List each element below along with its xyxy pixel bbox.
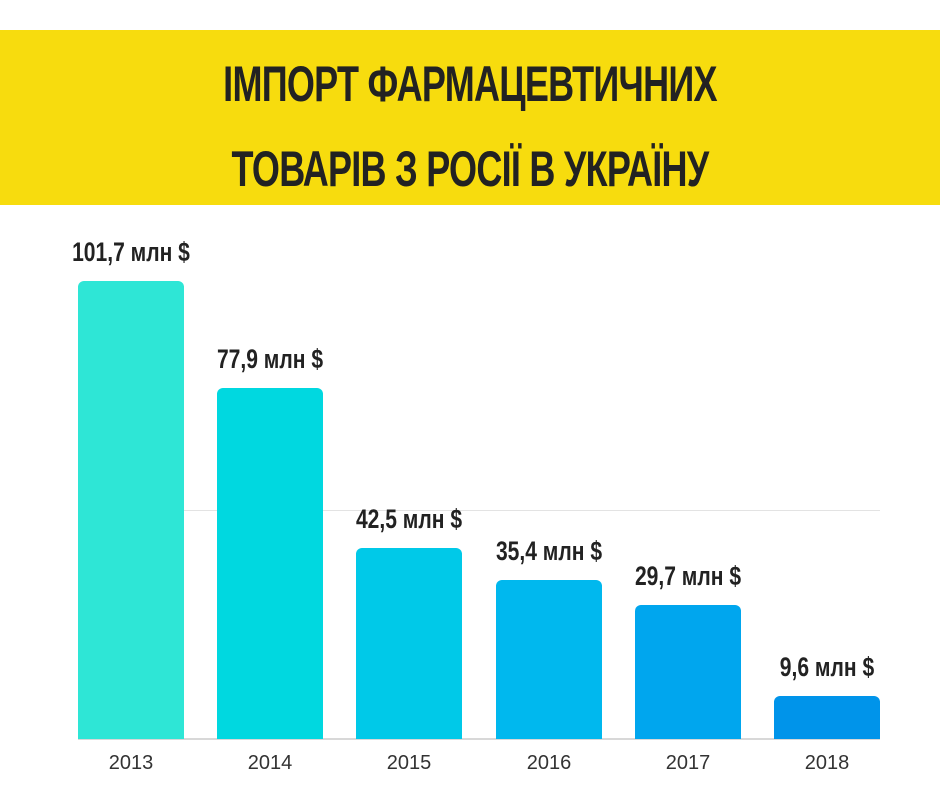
x-tick-label-2018: 2018 — [804, 752, 850, 774]
bar-2015 — [356, 548, 462, 739]
x-axis — [78, 738, 880, 740]
x-tick-label-2015: 2015 — [386, 752, 432, 774]
bar-2014 — [217, 388, 323, 739]
title-banner — [0, 30, 940, 205]
x-tick-label-2016: 2016 — [526, 752, 572, 774]
gridline — [78, 510, 880, 511]
value-label-2015: 42,5 млн $ — [355, 504, 463, 534]
value-label-2013: 101,7 млн $ — [72, 237, 190, 267]
x-tick-label-2017: 2017 — [665, 752, 711, 774]
value-label-2018: 9,6 млн $ — [779, 652, 875, 682]
bar-chart: 101,7 млн $ 2013 77,9 млн $ 2014 42,5 млн $ 2… — [0, 205, 940, 788]
value-label-2014: 77,9 млн $ — [216, 344, 324, 374]
chart-title-line-1: ІМПОРТ ФАРМАЦЕВТИЧНИХ — [223, 56, 717, 112]
value-label-2016: 35,4 млн $ — [495, 536, 603, 566]
bar-2017 — [635, 605, 741, 739]
bar-2016 — [496, 580, 602, 739]
x-tick-label-2013: 2013 — [108, 752, 154, 774]
value-label-2017: 29,7 млн $ — [634, 561, 742, 591]
bar-2018 — [774, 696, 880, 739]
chart-title-line-2: ТОВАРІВ З РОСІЇ В УКРАЇНУ — [231, 141, 710, 197]
x-tick-label-2014: 2014 — [247, 752, 293, 774]
bar-2013 — [78, 281, 184, 739]
